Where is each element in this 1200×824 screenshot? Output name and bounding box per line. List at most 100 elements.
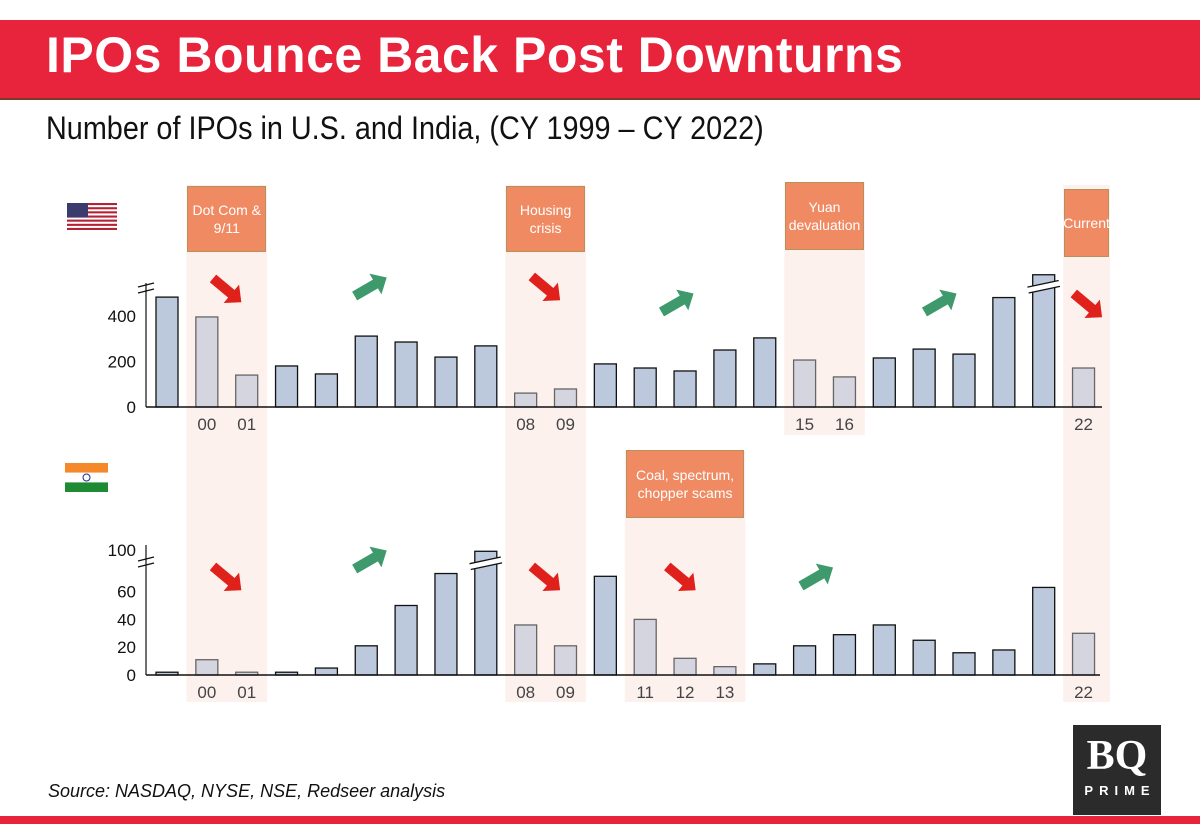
bar-2018 bbox=[912, 348, 936, 408]
arrow-up-icon bbox=[352, 273, 387, 301]
arrow-up-icon bbox=[352, 546, 387, 574]
arrow-down-icon bbox=[209, 562, 242, 592]
bar-2015 bbox=[792, 645, 817, 676]
bar-2011 bbox=[633, 367, 657, 408]
bottom-bar bbox=[0, 816, 1200, 824]
y-tick-label: 60 bbox=[117, 583, 136, 602]
bar-2020 bbox=[992, 296, 1016, 408]
bar-2000 bbox=[195, 316, 219, 408]
x-tick-label: 00 bbox=[197, 683, 216, 702]
bar-2005 bbox=[394, 604, 418, 676]
x-tick-label: 12 bbox=[676, 683, 695, 702]
us-flag-icon bbox=[67, 203, 117, 230]
bar-break-mark bbox=[1027, 279, 1059, 288]
downturn-annotation: Yuan devaluation bbox=[785, 182, 864, 250]
bar-2009 bbox=[553, 388, 578, 408]
bar-2013 bbox=[713, 349, 737, 408]
y-tick-label: 0 bbox=[127, 398, 136, 417]
us-chart: 00 01 08 09 15 16 22 0 200 400 bbox=[108, 272, 1103, 434]
bar-2010 bbox=[593, 363, 617, 408]
arrow-down-icon bbox=[528, 562, 561, 592]
x-tick-label: 08 bbox=[516, 415, 535, 434]
y-tick-label: 100 bbox=[108, 541, 136, 560]
bar-2020 bbox=[992, 649, 1016, 676]
bar-2003 bbox=[314, 667, 339, 676]
bar-2002 bbox=[274, 365, 299, 408]
title-bar bbox=[0, 20, 1200, 100]
bar-2005 bbox=[394, 341, 418, 408]
arrow-down-icon bbox=[209, 274, 242, 304]
x-tick-label: 22 bbox=[1074, 415, 1093, 434]
bar-2022 bbox=[1071, 632, 1096, 676]
y-tick-label: 40 bbox=[117, 610, 136, 629]
y-tick-label: 20 bbox=[117, 638, 136, 657]
downturn-band bbox=[505, 185, 586, 702]
bar-break-mark bbox=[470, 562, 503, 571]
bar-2006 bbox=[434, 356, 458, 408]
bar-break-gap bbox=[1028, 280, 1059, 293]
bar-2017 bbox=[872, 624, 896, 676]
x-tick-label: 09 bbox=[556, 415, 575, 434]
arrow-up-icon bbox=[658, 289, 694, 317]
bar-2019 bbox=[952, 652, 976, 676]
india-chart: 00 01 08 09 11 12 13 22 0 20 40 60 100 bbox=[108, 541, 1100, 702]
arrow-down-icon bbox=[664, 562, 696, 592]
downturn-annotation: Housing crisis bbox=[506, 186, 585, 252]
downturn-annotation: Coal, spectrum, chopper scams bbox=[625, 450, 745, 518]
bar-2004 bbox=[354, 645, 378, 676]
bq-prime-logo: BQ PRIME bbox=[1073, 725, 1161, 815]
india-flag-icon bbox=[65, 463, 108, 492]
bar-2010 bbox=[593, 575, 617, 676]
source-note: Source: NASDAQ, NYSE, NSE, Redseer analy… bbox=[48, 781, 446, 801]
bar-2008 bbox=[514, 624, 538, 676]
bar-2009 bbox=[553, 645, 578, 676]
bar-2003 bbox=[314, 373, 339, 408]
bar-2012 bbox=[673, 370, 697, 408]
arrow-down-icon bbox=[1070, 289, 1103, 319]
x-tick-label: 16 bbox=[835, 415, 854, 434]
bar-2012 bbox=[673, 657, 697, 676]
bar-2018 bbox=[912, 639, 936, 676]
bar-2011 bbox=[633, 618, 657, 676]
x-tick-label: 15 bbox=[795, 415, 814, 434]
subtitle: Number of IPOs in U.S. and India, (CY 19… bbox=[46, 110, 764, 146]
bar-2014 bbox=[753, 663, 777, 676]
bar-1999 bbox=[155, 296, 179, 408]
bar-2016 bbox=[832, 376, 857, 408]
downturn-band bbox=[1063, 185, 1110, 702]
x-tick-label: 08 bbox=[516, 683, 535, 702]
x-tick-label: 13 bbox=[715, 683, 734, 702]
bar-2016 bbox=[832, 634, 857, 676]
bar-break-mark bbox=[1028, 285, 1061, 294]
y-tick-label: 400 bbox=[108, 307, 136, 326]
bar-2014 bbox=[753, 337, 777, 408]
bar-2006 bbox=[434, 572, 458, 676]
downturn-annotation: Dot Com & 9/11 bbox=[187, 186, 267, 252]
bar-2001 bbox=[235, 374, 259, 408]
page-title: IPOs Bounce Back Post Downturns bbox=[46, 27, 904, 83]
bar-2015 bbox=[792, 359, 817, 408]
x-tick-label: 01 bbox=[237, 683, 256, 702]
bar-2000 bbox=[195, 659, 219, 676]
x-tick-label: 22 bbox=[1074, 683, 1093, 702]
bar-break-mark bbox=[469, 556, 501, 565]
axis-break-mark bbox=[137, 562, 155, 568]
axis-break-mark bbox=[137, 282, 155, 288]
x-tick-label: 01 bbox=[237, 415, 256, 434]
bar-break-gap bbox=[470, 557, 502, 570]
bar-2019 bbox=[952, 353, 976, 408]
axis-break-mark bbox=[137, 556, 155, 562]
axis-break-mark bbox=[137, 288, 155, 294]
downturn-band bbox=[186, 185, 268, 702]
bar-2022 bbox=[1071, 367, 1096, 408]
y-tick-label: 0 bbox=[127, 666, 136, 685]
arrow-up-icon bbox=[922, 289, 957, 317]
bar-2004 bbox=[354, 335, 378, 408]
bar-2017 bbox=[872, 357, 896, 408]
bar-2013 bbox=[713, 666, 737, 676]
arrow-down-icon bbox=[528, 272, 561, 302]
y-tick-label: 200 bbox=[108, 352, 136, 371]
bar-2021 bbox=[1032, 274, 1056, 408]
